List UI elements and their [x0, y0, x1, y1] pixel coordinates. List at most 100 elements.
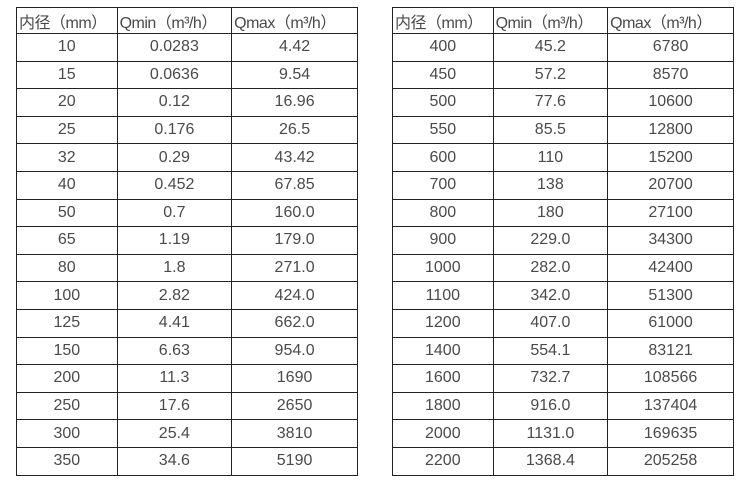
table-cell: 5190 — [231, 446, 358, 476]
table-cell: 45.2 — [492, 33, 609, 62]
table-row: 550 85.5 12800 — [392, 115, 734, 145]
table-row: 1600 732.7 108566 — [392, 364, 734, 393]
table-cell: 800 — [392, 198, 494, 228]
table-cell: 342.0 — [492, 281, 609, 310]
table-cell: 32 — [16, 143, 118, 172]
table-cell: 1690 — [231, 364, 358, 393]
table-cell: 1400 — [392, 336, 494, 366]
table-cell: 662.0 — [231, 308, 358, 338]
table-row: 2200 1368.4 205258 — [392, 446, 734, 476]
flow-table-large-diameters: 内径（mm） Qmin（m³/h） Qmax（m³/h） 400 45.2 6780… — [392, 7, 734, 476]
flow-table-small-diameters: 内径（mm） Qmin（m³/h） Qmax（m³/h） 10 0.0283 4.4… — [16, 7, 358, 476]
table-cell: 9.54 — [231, 60, 358, 90]
table-cell: 1600 — [392, 364, 494, 393]
table-cell: 180 — [492, 198, 609, 228]
table-cell: 1100 — [392, 281, 494, 310]
table-cell: 20700 — [607, 170, 734, 200]
table-cell: 500 — [392, 88, 494, 117]
table-cell: 2.82 — [116, 281, 233, 310]
table-cell: 160.0 — [231, 198, 358, 228]
column-header-qmin: Qmin（m³/h） — [116, 7, 233, 34]
table-cell: 1131.0 — [492, 419, 609, 448]
column-header-diameter: 内径（mm） — [392, 7, 494, 34]
table-row: 15 0.0636 9.54 — [16, 60, 358, 90]
table-cell: 554.1 — [492, 336, 609, 366]
table-cell: 40 — [16, 170, 118, 200]
table-cell: 1.19 — [116, 226, 233, 255]
table-cell: 125 — [16, 308, 118, 338]
table-cell: 83121 — [607, 336, 734, 366]
column-header-qmax: Qmax（m³/h） — [607, 7, 734, 34]
table-cell: 0.29 — [116, 143, 233, 172]
table-row: 10 0.0283 4.42 — [16, 33, 358, 62]
column-header-diameter: 内径（mm） — [16, 7, 118, 34]
table-body: 10 0.0283 4.42 15 0.0636 9.54 20 0.12 16.96 25 0.1… — [16, 33, 358, 476]
table-cell: 25.4 — [116, 419, 233, 448]
table-row: 200 11.3 1690 — [16, 364, 358, 393]
table-row: 800 180 27100 — [392, 198, 734, 228]
table-cell: 34300 — [607, 226, 734, 255]
table-cell: 954.0 — [231, 336, 358, 366]
table-cell: 138 — [492, 170, 609, 200]
table-cell: 732.7 — [492, 364, 609, 393]
table-row: 150 6.63 954.0 — [16, 336, 358, 366]
table-row: 1800 916.0 137404 — [392, 391, 734, 421]
table-row: 25 0.176 26.5 — [16, 115, 358, 145]
table-cell: 200 — [16, 364, 118, 393]
table-cell: 137404 — [607, 391, 734, 421]
table-cell: 450 — [392, 60, 494, 90]
table-cell: 1200 — [392, 308, 494, 338]
table-row: 600 110 15200 — [392, 143, 734, 172]
table-cell: 10600 — [607, 88, 734, 117]
header-row: 内径（mm） Qmin（m³/h） Qmax（m³/h） — [392, 7, 734, 34]
table-cell: 700 — [392, 170, 494, 200]
table-cell: 61000 — [607, 308, 734, 338]
table-cell: 229.0 — [492, 226, 609, 255]
table-cell: 34.6 — [116, 446, 233, 476]
table-cell: 16.96 — [231, 88, 358, 117]
table-row: 500 77.6 10600 — [392, 88, 734, 117]
table-cell: 205258 — [607, 446, 734, 476]
table-cell: 110 — [492, 143, 609, 172]
table-cell: 85.5 — [492, 115, 609, 145]
table-row: 65 1.19 179.0 — [16, 226, 358, 255]
table-cell: 350 — [16, 446, 118, 476]
table-cell: 26.5 — [231, 115, 358, 145]
table-cell: 900 — [392, 226, 494, 255]
table-row: 2000 1131.0 169635 — [392, 419, 734, 448]
table-cell: 51300 — [607, 281, 734, 310]
table-row: 32 0.29 43.42 — [16, 143, 358, 172]
table-row: 400 45.2 6780 — [392, 33, 734, 62]
table-row: 700 138 20700 — [392, 170, 734, 200]
table-row: 250 17.6 2650 — [16, 391, 358, 421]
table-cell: 4.42 — [231, 33, 358, 62]
table-cell: 1368.4 — [492, 446, 609, 476]
table-cell: 916.0 — [492, 391, 609, 421]
column-header-qmin: Qmin（m³/h） — [492, 7, 609, 34]
table-row: 20 0.12 16.96 — [16, 88, 358, 117]
table-cell: 2650 — [231, 391, 358, 421]
column-header-qmax: Qmax（m³/h） — [231, 7, 358, 34]
table-cell: 1800 — [392, 391, 494, 421]
table-cell: 0.176 — [116, 115, 233, 145]
table-row: 300 25.4 3810 — [16, 419, 358, 448]
table-cell: 12800 — [607, 115, 734, 145]
table-cell: 0.0636 — [116, 60, 233, 90]
table-cell: 15 — [16, 60, 118, 90]
table-cell: 57.2 — [492, 60, 609, 90]
table-cell: 271.0 — [231, 253, 358, 283]
table-cell: 3810 — [231, 419, 358, 448]
table-cell: 179.0 — [231, 226, 358, 255]
table-cell: 65 — [16, 226, 118, 255]
table-cell: 25 — [16, 115, 118, 145]
table-row: 450 57.2 8570 — [392, 60, 734, 90]
table-row: 1400 554.1 83121 — [392, 336, 734, 366]
table-cell: 2000 — [392, 419, 494, 448]
table-cell: 0.12 — [116, 88, 233, 117]
table-row: 1200 407.0 61000 — [392, 308, 734, 338]
table-cell: 282.0 — [492, 253, 609, 283]
table-cell: 20 — [16, 88, 118, 117]
table-row: 900 229.0 34300 — [392, 226, 734, 255]
table-cell: 2200 — [392, 446, 494, 476]
table-cell: 108566 — [607, 364, 734, 393]
